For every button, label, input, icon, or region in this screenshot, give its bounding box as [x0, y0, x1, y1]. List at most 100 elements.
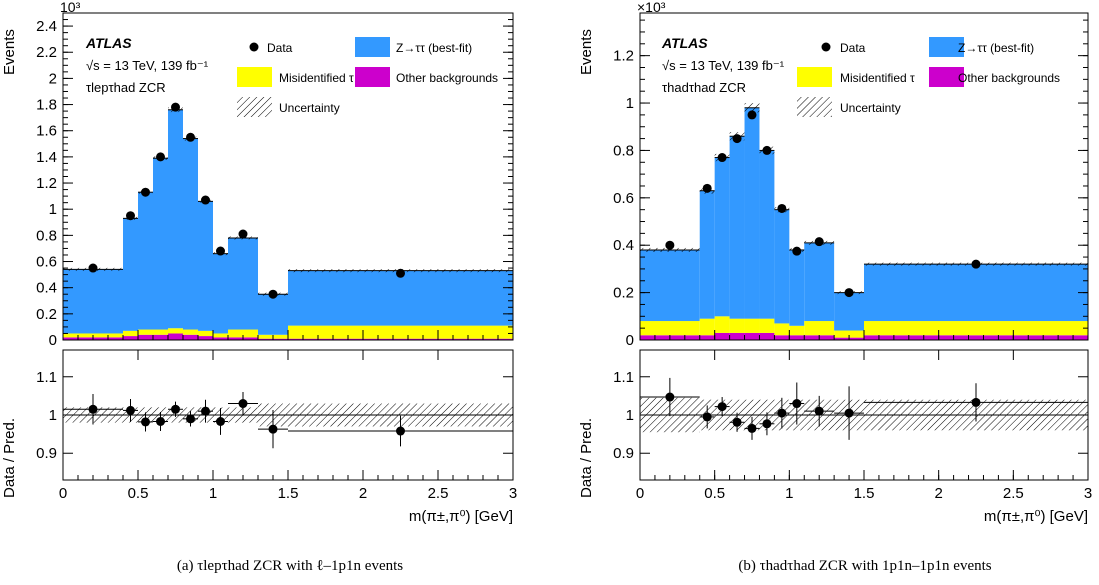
panel-a-bar-ztt	[183, 138, 198, 330]
panel-b-plot: 0 0.2 0.4 0.6 0.8 1 1.2 0.9 1 1.1 0 0.5 1 1.5 2 2.5 3	[613, 12, 1092, 502]
panel-b-data-point	[762, 145, 772, 155]
panel-a-ratio-point	[396, 426, 405, 436]
panel-a-legend-fake: Misidentified τ	[279, 71, 354, 85]
panel-a-legend-data-marker	[249, 42, 259, 52]
panel-a-bar-ztt	[153, 158, 168, 330]
panel-a-bar-fake	[228, 329, 258, 338]
panel-a-ytick-label: 0.4	[36, 280, 57, 297]
panel-a-ytick-label: 1.6	[36, 123, 57, 140]
panel-b-legend-data-marker	[821, 42, 831, 52]
panel-b-legend-other-swatch	[929, 67, 964, 87]
panel-b-data-point	[702, 183, 712, 193]
panel-b-ylabel: Events	[578, 29, 595, 75]
panel-b-ratio-point	[844, 408, 854, 418]
panel-b-data-point	[971, 259, 981, 269]
panel-a-atlas-label: ATLAS	[85, 35, 132, 51]
panel-b-bar-fake	[729, 318, 745, 333]
panel-a-xtick-label: 0.5	[128, 485, 149, 502]
panel-a-ylabel: Events	[1, 29, 18, 75]
panel-b-bar-ztt	[640, 249, 700, 322]
panel-b-bar-fake	[834, 330, 864, 338]
panel-b-energy-label: √s = 13 TeV, 139 fb⁻¹	[662, 58, 785, 73]
panel-b-bar-ztt	[744, 107, 760, 319]
panel-b-ytick-label: 0.4	[613, 237, 634, 254]
panel-b-atlas-label: ATLAS	[661, 35, 708, 51]
panel-a-bar-other	[198, 336, 213, 340]
panel-b-bar-fake	[804, 321, 835, 336]
panel-b-data-point	[792, 246, 802, 256]
panel-b-legend-unc-swatch	[797, 97, 832, 117]
panel-b-xtick-label: 0.5	[704, 485, 725, 502]
panel-a-data-point	[186, 132, 195, 142]
panel-a-ytick-label: 1.2	[36, 175, 57, 192]
panel-b: 0 0.2 0.4 0.6 0.8 1 1.2 0.9 1 1.1 0 0.5 1 1.5 2 2.5 3 ×1…	[578, 0, 1092, 525]
panel-b-ratio-point	[971, 397, 981, 407]
panel-b-ratio-ylabel: Data / Pred.	[578, 418, 595, 498]
panel-b-data-point	[777, 203, 787, 213]
panel-b-legend-fake: Misidentified τ	[840, 71, 915, 85]
panel-a-bar-ztt	[123, 218, 138, 331]
panel-a-ratio-point	[141, 417, 150, 427]
panel-b-region-label: τhadτhad ZCR	[662, 80, 746, 95]
panel-a-ytick-label: 1.4	[36, 149, 57, 166]
panel-b-ratio-point	[814, 406, 824, 416]
panel-b-ytick-label: 0	[626, 332, 634, 349]
panel-b-ratio-ytick-label: 1.1	[613, 369, 634, 386]
panel-b-data-point	[814, 237, 824, 247]
panel-b-ytick-label: 1.2	[613, 48, 634, 65]
panel-b-bar-ztt	[864, 264, 1088, 322]
panel-a-ytick-label: 1.8	[36, 97, 57, 114]
panel-a-ytick-label: 2	[49, 70, 57, 87]
panel-a-data-point	[268, 289, 278, 299]
panel-b-bar-other	[789, 335, 805, 340]
panel-a-bar-other	[288, 338, 513, 340]
panel-a-bar-ztt	[138, 192, 153, 330]
panel-b-legend-ztt: Z→ττ (best-fit)	[958, 41, 1034, 55]
panel-b-bar-other	[759, 332, 775, 340]
panel-a-legend-fake-swatch	[237, 67, 272, 87]
panel-b-legend-ztt-swatch	[929, 37, 964, 57]
panel-b-xtick-label: 2	[934, 485, 942, 502]
panel-a-data-point	[216, 246, 225, 256]
panel-b-ratio-point	[702, 412, 712, 422]
panel-b-xlabel: m(π±,π⁰) [GeV]	[984, 508, 1088, 525]
panel-a-ratio-ytick-label: 1	[49, 407, 57, 424]
panel-b-data-point	[844, 288, 854, 298]
panel-b-ratio-ytick-label: 0.9	[613, 445, 634, 462]
panel-b-bar-fake	[714, 316, 730, 333]
panel-a-bar-fake	[213, 333, 228, 338]
panel-b-bar-other	[744, 332, 760, 340]
panel-b-bar-fake	[699, 318, 715, 336]
panel-b-ratio-point	[665, 392, 675, 402]
panel-a-legend-other-swatch	[355, 67, 390, 87]
panel-a-ytick-label: 1	[49, 201, 57, 218]
panel-a-data-point	[141, 187, 150, 197]
panel-a-legend-other: Other backgrounds	[396, 71, 498, 85]
panel-b-bar-fake	[744, 318, 760, 333]
panel-a-ytick-label: 0.2	[36, 306, 57, 323]
panel-a-bar-other	[168, 333, 183, 340]
panel-a-legend-data: Data	[267, 41, 293, 55]
panel-b-bar-fake	[864, 321, 1088, 336]
panel-b-legend-data: Data	[840, 41, 866, 55]
panel-b-ratio-point	[762, 419, 772, 429]
panel-a-exponent: 10³	[60, 0, 81, 15]
panel-a-ratio-point	[126, 405, 135, 415]
panel-a-ratio-point	[201, 406, 210, 416]
panel-a-bar-ztt	[168, 109, 183, 329]
panel-a-legend-ztt-swatch	[355, 37, 390, 57]
panel-b-bar-fake	[640, 321, 700, 336]
panel-a-data-point	[156, 152, 165, 162]
panel-a: 0 0.2 0.4 0.6 0.8 1 1.2 1.4 1.6 1.8 2 2.2 2.4 0.9 1 1.1…	[1, 0, 517, 525]
panel-a-ytick-label: 0.6	[36, 254, 57, 271]
panel-a-bar-fake	[123, 330, 138, 337]
panel-b-ratio-point	[747, 423, 757, 433]
panel-a-ytick-label: 2.2	[36, 44, 57, 61]
panel-b-bar-ztt	[774, 209, 790, 324]
panel-a-data-point	[238, 229, 248, 239]
panel-a-ytick-label: 0.8	[36, 227, 57, 244]
panel-b-exponent: ×10³	[637, 0, 666, 15]
panel-b-legend-other: Other backgrounds	[958, 71, 1060, 85]
panel-a-bar-other	[213, 337, 228, 340]
